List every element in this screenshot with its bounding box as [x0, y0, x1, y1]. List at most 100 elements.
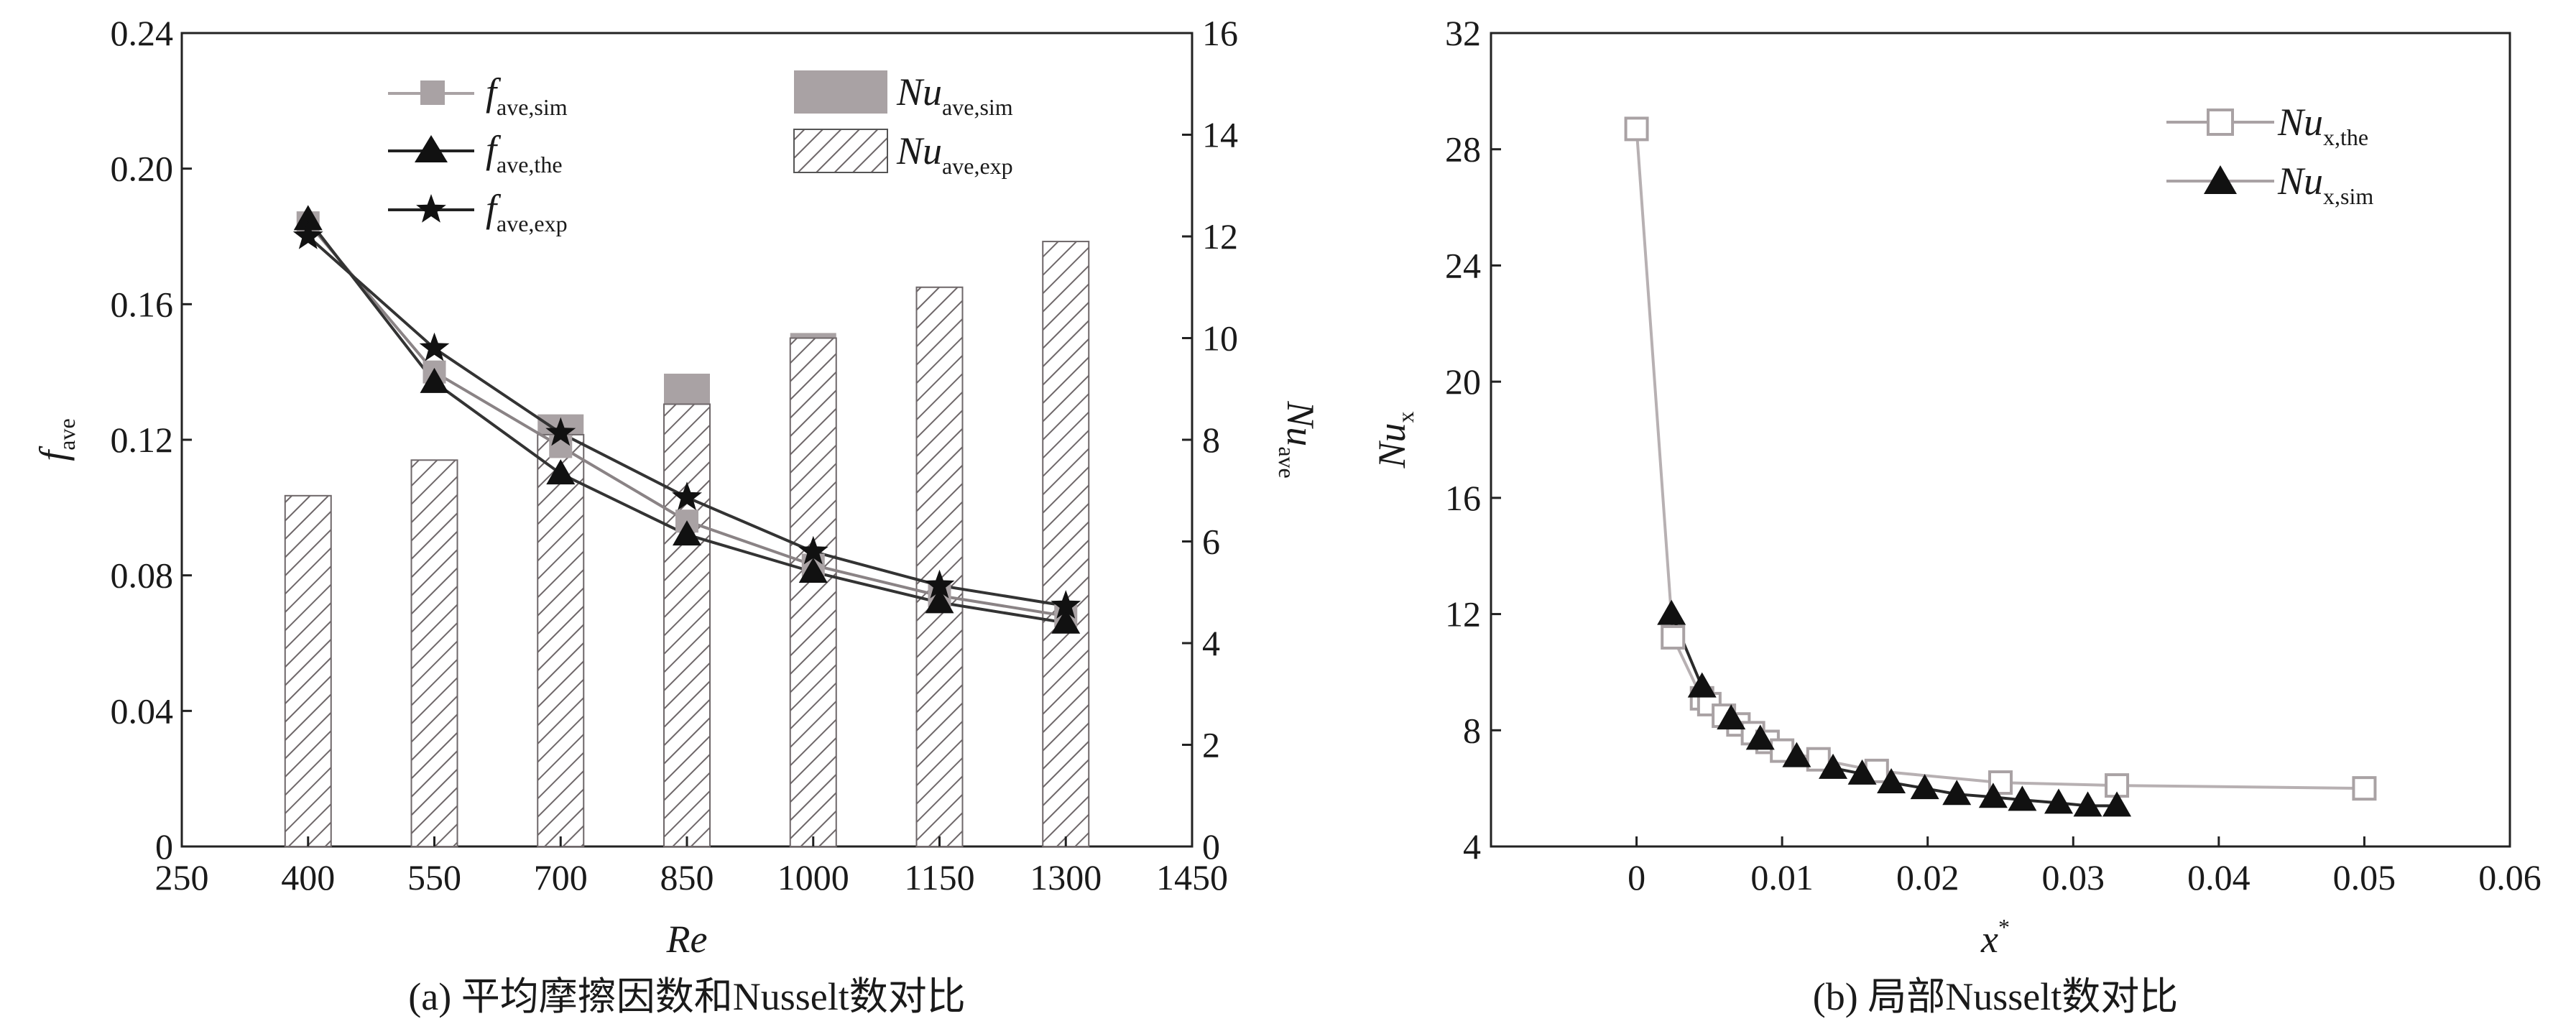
svg-text:Nux,sim: Nux,sim: [2277, 160, 2373, 209]
bar-nu-ave-exp: [1042, 241, 1090, 847]
x-tick-label-b: 0.01: [1750, 857, 1814, 898]
bar-nu-ave-exp: [537, 433, 585, 847]
marker-square-open: [1661, 624, 1686, 650]
lines-a: [292, 205, 1081, 634]
bar-nu-ave-exp: [663, 403, 711, 847]
xlabel-b: x*: [1980, 914, 2010, 961]
legend-f-exp: fave,exp: [388, 187, 568, 236]
y-left-tick-label: 0.04: [111, 691, 174, 731]
y-tick-label-b: 12: [1445, 594, 1481, 635]
svg-text:Nuave,exp: Nuave,exp: [896, 129, 1013, 179]
marker-star: [924, 569, 955, 599]
ylabel-right-a: Nuave: [1274, 400, 1322, 478]
marker-triangle: [293, 205, 323, 231]
y-tick-label-b: 20: [1445, 361, 1481, 402]
x-tick-label-b: 0.03: [2042, 857, 2105, 898]
ylabel-left-a: fave: [32, 418, 80, 461]
y-left-tick-label: 0.24: [111, 13, 174, 53]
marker-triangle: [1847, 759, 1877, 785]
y-right-tick-label: 10: [1202, 318, 1238, 359]
legend-f-sim: fave,sim: [388, 70, 568, 120]
marker-triangle: [2044, 788, 2074, 814]
legend-nux-sim: Nux,sim: [2166, 160, 2373, 209]
marker-square-open: [1806, 747, 1831, 772]
x-tick-label-a: 850: [660, 857, 714, 898]
y-tick-label-b: 8: [1463, 710, 1481, 750]
marker-triangle: [798, 557, 828, 583]
y-right-tick-label: 0: [1202, 826, 1220, 867]
ticks-a: 250 400 550 700 850 1000 1150 1300 145000.040.08…: [111, 13, 1239, 898]
y-left-tick-label: 0.16: [111, 284, 174, 324]
marker-triangle: [1877, 768, 1906, 794]
marker-triangle: [1978, 783, 2008, 808]
marker-triangle: [1657, 599, 1686, 625]
marker-star: [672, 481, 702, 510]
marker-triangle: [1819, 753, 1848, 779]
legend-bars-a: Nuave,sim Nuave,exp: [793, 70, 1013, 179]
marker-triangle: [1782, 742, 1811, 767]
x-tick-label-a: 1300: [1030, 857, 1102, 898]
bar-nu-ave-exp: [915, 286, 964, 847]
marker-triangle: [420, 367, 449, 393]
y-right-tick-label: 16: [1202, 13, 1238, 53]
marker-star: [798, 535, 828, 565]
y-right-tick-label: 8: [1202, 420, 1220, 460]
x-tick-label-a: 250: [155, 857, 209, 898]
y-left-tick-label: 0.12: [111, 420, 174, 460]
svg-text:Nuave,sim: Nuave,sim: [896, 70, 1013, 120]
bar-nu-ave-exp: [410, 459, 458, 847]
svg-text:fave,exp: fave,exp: [486, 187, 568, 236]
y-right-tick-label: 6: [1202, 522, 1220, 562]
x-tick-label-b: 0.04: [2187, 857, 2250, 898]
x-tick-label-b: 0.06: [2478, 857, 2542, 898]
bar-nu-ave-exp: [284, 494, 332, 847]
legend-nu-sim: Nuave,sim: [794, 70, 1013, 120]
y-left-tick-label: 0.08: [111, 555, 174, 596]
marker-triangle: [1942, 780, 1972, 806]
legend-nu-exp: Nuave,exp: [793, 129, 1013, 179]
marker-triangle: [925, 588, 954, 614]
marker-triangle: [2008, 785, 2037, 811]
marker-star: [292, 221, 323, 249]
y-tick-label-b: 24: [1445, 245, 1481, 285]
marker-triangle: [1910, 774, 1939, 800]
marker-triangle: [1687, 672, 1717, 698]
y-tick-label-b: 4: [1463, 826, 1481, 867]
x-tick-label-b: 0.05: [2333, 857, 2396, 898]
x-tick-label-b: 0.02: [1896, 857, 1959, 898]
marker-triangle: [546, 459, 576, 485]
lines-b: [1624, 116, 2377, 817]
marker-triangle: [2073, 791, 2102, 817]
legend-nux-the: Nux,the: [2166, 101, 2368, 150]
y-right-tick-label: 2: [1202, 725, 1220, 765]
marker-triangle: [1051, 608, 1081, 634]
x-tick-label-a: 1000: [777, 857, 849, 898]
marker-triangle: [673, 520, 701, 546]
x-tick-label-a: 1150: [904, 857, 974, 898]
legend-b: Nux,the Nux,sim: [2166, 101, 2373, 209]
xlabel-a: Re: [666, 918, 708, 961]
ylabel-b: Nux: [1370, 411, 1418, 469]
svg-text:fave,sim: fave,sim: [486, 70, 568, 120]
marker-triangle: [1717, 704, 1746, 730]
marker-triangle: [1745, 724, 1775, 750]
y-left-tick-label: 0.20: [111, 149, 174, 189]
marker-square-open: [1988, 770, 2013, 795]
x-tick-label-a: 550: [407, 857, 461, 898]
x-tick-label-a: 400: [281, 857, 335, 898]
svg-text:Nux,the: Nux,the: [2277, 101, 2368, 150]
legend-f-the: fave,the: [388, 128, 563, 177]
marker-star: [419, 332, 450, 361]
y-right-tick-label: 12: [1202, 216, 1238, 257]
caption-a: (a) 平均摩擦因数和Nusselt数对比: [408, 975, 965, 1018]
y-tick-label-b: 32: [1445, 13, 1481, 53]
marker-star: [545, 417, 576, 446]
x-tick-label-a: 700: [534, 857, 588, 898]
x-tick-label-b: 0: [1628, 857, 1645, 898]
marker-square-open: [1624, 116, 1649, 142]
line-x-the: [1635, 129, 2365, 790]
y-tick-label-b: 28: [1445, 129, 1481, 170]
marker-star: [1051, 590, 1081, 619]
ticks-b: 0 0.01 0.02 0.03 0.04 0.05 0.06 4 8 12 16 20 24 28 32: [1445, 13, 2542, 898]
